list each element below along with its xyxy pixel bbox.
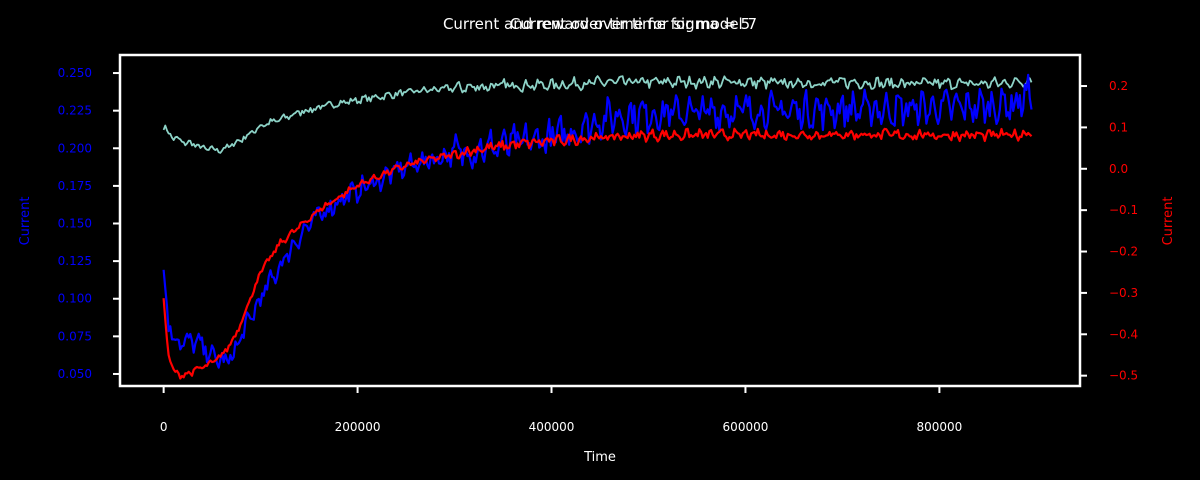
left-y-tick-label: 0.125 (58, 254, 92, 268)
left-y-tick-label: 0.200 (58, 141, 92, 155)
x-tick-label: 200000 (335, 420, 381, 434)
x-tick-label: 600000 (723, 420, 769, 434)
chart-title-2: Current over time for sigma = 5 (510, 15, 750, 33)
left-y-tick-label: 0.050 (58, 367, 92, 381)
x-tick-label: 800000 (916, 420, 962, 434)
plot-frame (118, 53, 1082, 388)
right-y-tick-label: −0.4 (1109, 327, 1138, 341)
right-y-tick-label: −0.3 (1109, 286, 1138, 300)
left-axis-title: Current (18, 197, 33, 246)
left-y-tick-label: 0.250 (58, 66, 92, 80)
right-y-tick-label: −0.5 (1109, 369, 1138, 383)
left-y-tick-label: 0.150 (58, 217, 92, 231)
right-y-tick-label: −0.2 (1109, 245, 1138, 259)
left-y-tick-label: 0.075 (58, 329, 92, 343)
right-y-tick-label: 0.1 (1109, 120, 1128, 134)
x-axis-title: Time (583, 450, 616, 465)
right-y-tick-label: −0.1 (1109, 203, 1138, 217)
series-reward-line (162, 75, 1033, 154)
left-y-tick-label: 0.100 (58, 292, 92, 306)
right-y-tick-label: 0.2 (1109, 79, 1128, 93)
series-current-red-line (162, 127, 1033, 380)
x-tick-label: 400000 (529, 420, 575, 434)
left-y-tick-label: 0.225 (58, 104, 92, 118)
left-y-tick-label: 0.175 (58, 179, 92, 193)
series-current-blue-line (162, 73, 1033, 369)
right-y-tick-label: 0.0 (1109, 162, 1128, 176)
series-layer (162, 73, 1033, 380)
chart-title-1: Current and reward over time for model 7 (443, 15, 757, 33)
right-axis-title: Current (1161, 197, 1176, 246)
x-tick-label: 0 (160, 420, 168, 434)
